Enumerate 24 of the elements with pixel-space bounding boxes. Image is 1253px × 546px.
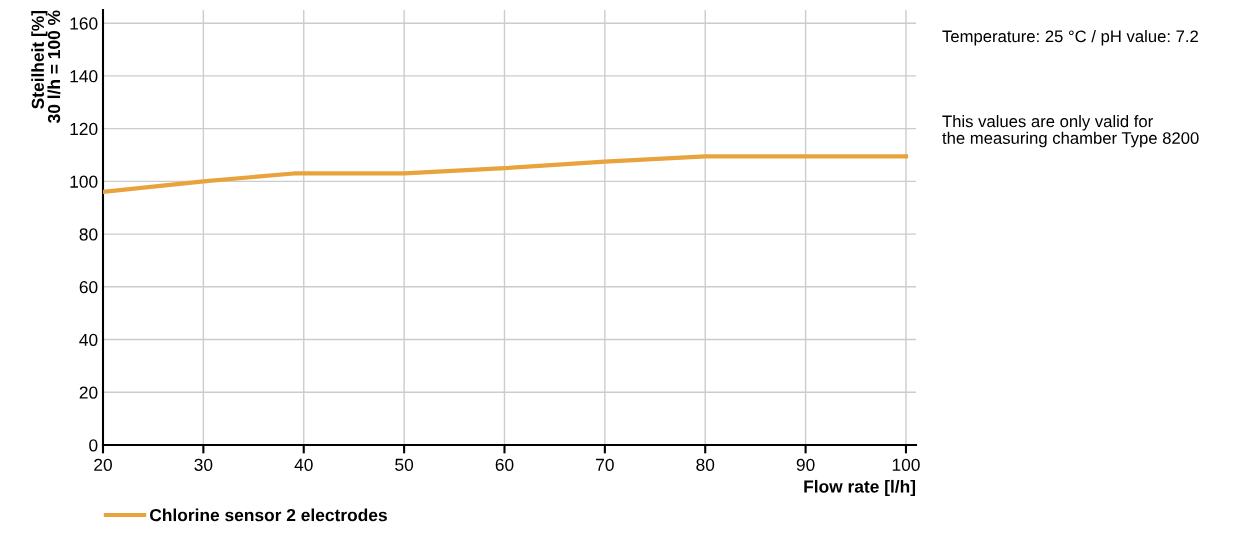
x-tick-label: 20 (94, 458, 112, 471)
x-axis-title: Flow rate [l/h] (804, 479, 916, 497)
y-tick-label: 20 (79, 386, 98, 399)
x-tick-label: 100 (892, 458, 920, 471)
y-axis-title: Steilheit [%] 30 l/h = 100 % (31, 10, 61, 123)
text: This values are only valid for the measuring chamber Type 8200 (942, 115, 1199, 148)
x-tick-label: 50 (395, 458, 414, 471)
y-tick-label: 60 (79, 280, 98, 294)
legend-label: Chlorine sensor 2 electrodes (150, 508, 387, 522)
text: Temperature: 25 °C / pH value: 7.2 (942, 30, 1198, 46)
y-tick-label: 80 (79, 228, 98, 241)
line-series (103, 154, 909, 194)
x-tick-label: 70 (596, 458, 614, 471)
y-tick-label: 0 (89, 439, 98, 452)
x-tick-label: 90 (796, 458, 815, 471)
y-tick-label: 100 (70, 175, 98, 188)
y-tick-label: 160 (70, 17, 98, 30)
x-tick-label: 60 (495, 458, 514, 471)
y-tick-label: 40 (79, 333, 98, 347)
x-tick-label: 40 (294, 458, 313, 471)
y-tick-label: 120 (70, 122, 98, 136)
y-tick-label: 140 (70, 70, 98, 83)
x-tick-label: 30 (194, 458, 213, 471)
x-tick-label: 80 (696, 458, 715, 471)
